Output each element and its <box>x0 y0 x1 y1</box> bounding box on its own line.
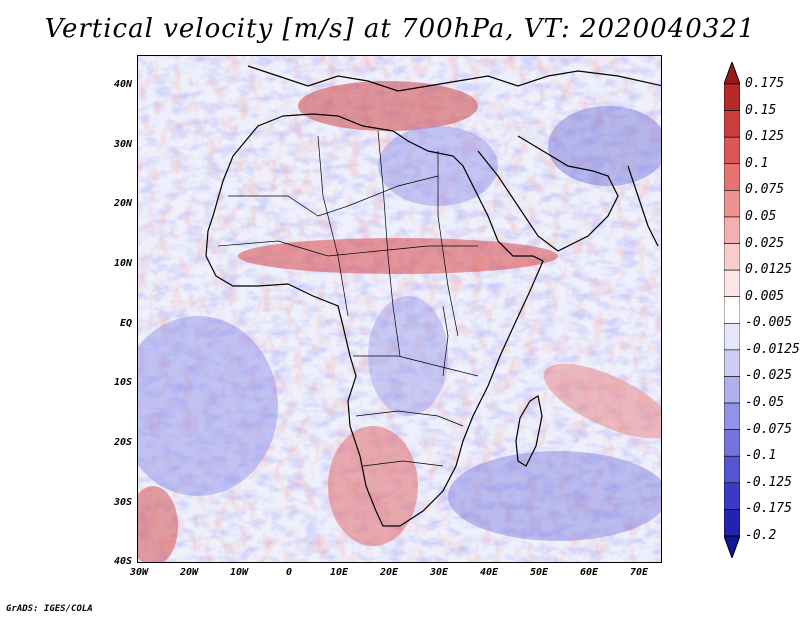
colorbar-swatch <box>724 83 740 111</box>
lat-label-30s: 30S <box>113 497 132 508</box>
colorbar-label: -0.2 <box>745 528 777 543</box>
lat-label-20s: 20S <box>113 437 132 448</box>
lon-label-10e: 10E <box>329 567 349 578</box>
colorbar-swatch <box>724 269 740 298</box>
country-borders <box>217 130 479 467</box>
colorbar-label: -0.05 <box>745 395 785 411</box>
madagascar-coastline <box>515 395 543 467</box>
colorbar-swatch <box>724 402 740 430</box>
lat-label-30n: 30N <box>113 139 132 150</box>
ascent-regions <box>138 81 661 562</box>
lon-label-20w: 20W <box>179 567 199 578</box>
colorbar-label: 0.075 <box>745 182 785 198</box>
lon-label-10w: 10W <box>229 567 249 578</box>
colorbar-swatch <box>724 216 740 244</box>
colorbar-label: 0.025 <box>745 235 785 251</box>
colorbar-label: -0.175 <box>745 501 792 517</box>
colorbar-label: 0.05 <box>745 208 777 224</box>
colorbar-swatch <box>724 110 740 138</box>
colorbar <box>724 62 740 558</box>
colorbar-label: 0.125 <box>745 129 785 145</box>
lon-label-20e: 20E <box>379 567 399 578</box>
colorbar-label: -0.025 <box>745 368 792 384</box>
lat-label-40s: 40S <box>113 556 132 567</box>
lat-label-10s: 10S <box>113 377 132 388</box>
lat-label-eq: EQ <box>119 318 132 329</box>
colorbar-label: 0.15 <box>745 102 777 118</box>
colorbar-label: 0.175 <box>745 76 785 91</box>
india-coastline <box>627 165 659 247</box>
colorbar-swatch <box>724 190 740 218</box>
grads-credit: GrADS: IGES/COLA <box>6 604 93 614</box>
europe-coastline <box>247 65 661 92</box>
colorbar-max-triangle <box>724 62 740 85</box>
lon-label-60e: 60E <box>579 567 599 578</box>
lon-label-30e: 30E <box>429 567 449 578</box>
colorbar-swatch <box>724 163 740 191</box>
colorbar-label: 0.005 <box>745 288 785 304</box>
colorbar-min-triangle <box>724 535 740 558</box>
lon-label-30w: 30W <box>129 567 149 578</box>
colorbar-swatch <box>724 349 740 377</box>
map-plot[interactable] <box>138 56 662 563</box>
colorbar-swatch <box>724 429 740 457</box>
lat-label-20n: 20N <box>113 198 132 209</box>
coastlines <box>205 65 661 527</box>
colorbar-swatch <box>724 296 740 324</box>
lat-label-40n: 40N <box>113 79 132 90</box>
colorbar-swatch <box>724 509 740 537</box>
colorbar-label: -0.005 <box>745 315 792 331</box>
colorbar-swatch <box>724 322 740 351</box>
colorbar-label: -0.075 <box>745 421 792 437</box>
lon-label-0: 0 <box>285 567 293 578</box>
map-panel[interactable] <box>137 55 662 563</box>
arabia-coastline <box>477 135 619 252</box>
africa-coastline <box>205 113 544 527</box>
colorbar-label: 0.0125 <box>745 262 792 278</box>
colorbar-label: -0.1 <box>745 448 777 464</box>
colorbar-swatch <box>724 136 740 165</box>
colorbar-swatch <box>724 455 740 484</box>
colorbar-label: -0.125 <box>745 474 792 490</box>
lon-label-50e: 50E <box>529 567 549 578</box>
colorbar-swatch <box>724 482 740 510</box>
colorbar-label: -0.0125 <box>745 341 800 357</box>
colorbar-label: 0.1 <box>745 155 769 171</box>
map-title: Vertical velocity [m/s] at 700hPa, VT: 2… <box>44 14 756 44</box>
colorbar-swatch <box>724 376 740 404</box>
lon-label-40e: 40E <box>479 567 499 578</box>
lat-label-10n: 10N <box>113 258 132 269</box>
colorbar-swatch <box>724 243 740 271</box>
lon-label-70e: 70E <box>629 567 649 578</box>
